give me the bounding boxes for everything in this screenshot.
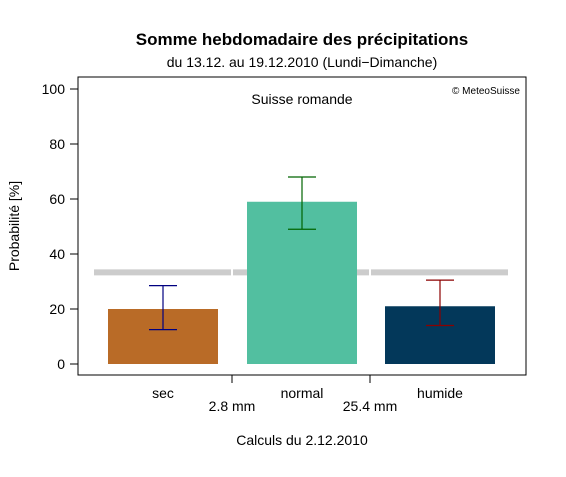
threshold-label-1: 25.4 mm (343, 398, 397, 414)
footer-label: Calculs du 2.12.2010 (236, 432, 368, 448)
plot-frame (77, 76, 527, 376)
y-tick-label-0: 0 (57, 356, 65, 372)
y-tick-label-5: 100 (42, 81, 66, 97)
region-label: Suisse romande (251, 91, 352, 107)
x-category-label-humide: humide (417, 385, 463, 401)
copyright-label: © MeteoSuisse (452, 86, 520, 97)
y-tick-label-3: 60 (49, 191, 65, 207)
threshold-label-0: 2.8 mm (209, 398, 256, 414)
y-tick-label-4: 80 (49, 136, 65, 152)
chart-title: Somme hebdomadaire des précipitations (136, 30, 469, 49)
error-bar-normal (288, 176, 316, 230)
chart-subtitle: du 13.12. au 19.12.2010 (Lundi−Dimanche) (167, 54, 437, 70)
x-category-label-normal: normal (281, 385, 324, 401)
error-bar-sec (149, 285, 177, 331)
error-bars-group (149, 176, 454, 331)
x-category-label-sec: sec (152, 385, 174, 401)
y-tick-label-1: 20 (49, 301, 65, 317)
y-tick-label-2: 40 (49, 246, 65, 262)
y-axis: 0 20 40 60 80 100 (42, 81, 78, 372)
x-axis: sec normal humide 2.8 mm 25.4 mm (152, 375, 463, 414)
error-bar-humide (426, 279, 454, 327)
y-axis-label: Probabilité [%] (6, 181, 22, 271)
